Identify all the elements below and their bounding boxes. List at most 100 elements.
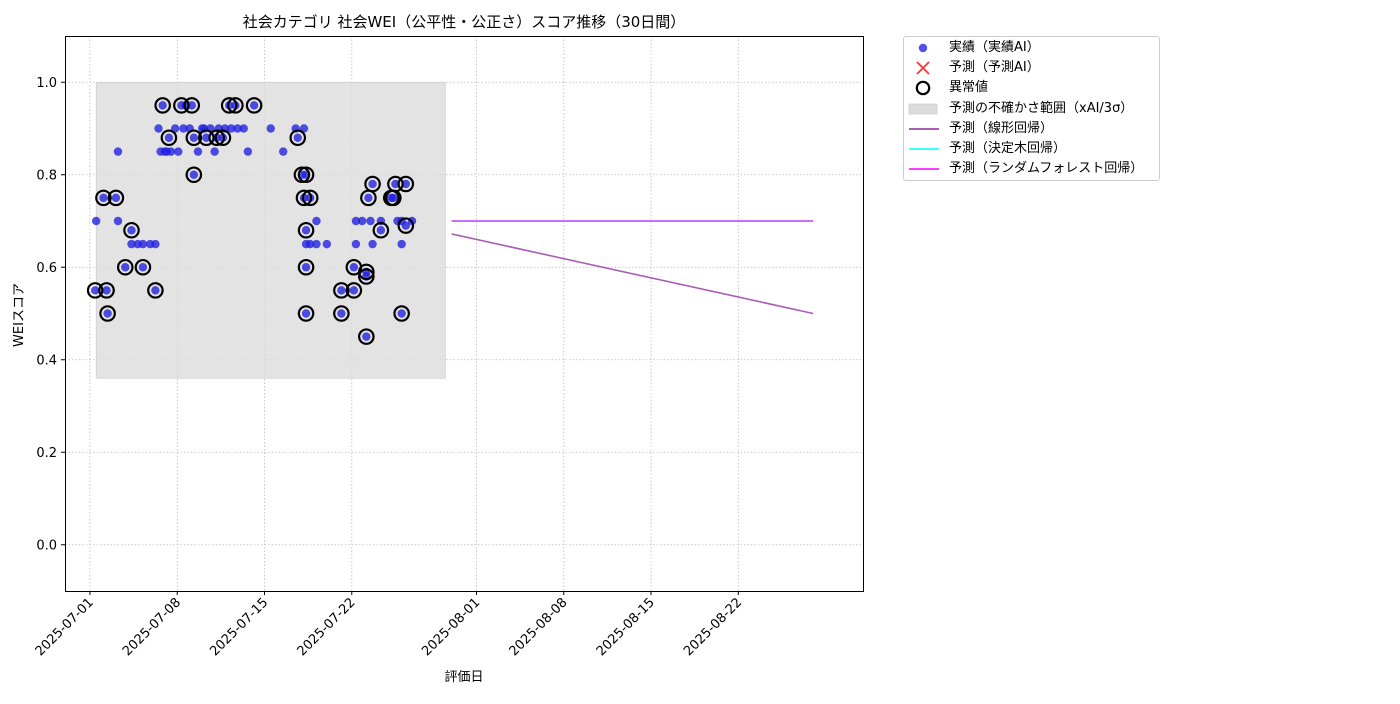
- x-tick-label: 2025-07-08: [120, 595, 184, 659]
- linear-regression-line: [451, 233, 814, 315]
- actual-point: [351, 239, 361, 249]
- actual-point: [202, 133, 211, 142]
- actual-point: [306, 239, 315, 249]
- actual-point: [138, 239, 148, 249]
- actual-point: [189, 170, 199, 179]
- prediction-line-layer: [451, 220, 814, 315]
- legend-item: 予測（予測AI）: [904, 58, 1159, 78]
- legend-swatch: [909, 168, 939, 170]
- actual-point: [243, 147, 253, 156]
- legend-item: 予測の不確かさ範囲（xAI/3σ）: [904, 99, 1159, 119]
- anomaly-ring: [333, 305, 350, 322]
- anomaly-ring: [297, 305, 315, 322]
- x-tick-label: 2025-07-22: [295, 595, 359, 659]
- actual-point: [164, 133, 174, 142]
- actual-point: [349, 286, 359, 295]
- anomaly-ring: [333, 282, 350, 299]
- legend-swatch: [918, 43, 928, 53]
- x-tick-label: 2025-07-01: [33, 595, 97, 659]
- actual-point: [351, 216, 361, 226]
- x-tick-label: 2025-08-01: [419, 595, 483, 659]
- actual-point: [103, 309, 112, 318]
- actual-point: [397, 309, 406, 318]
- anomaly-ring: [123, 221, 140, 239]
- actual-point: [239, 124, 248, 133]
- y-tick-label: 0.8: [36, 168, 57, 183]
- legend-swatch: [908, 103, 938, 115]
- legend: 実績（実績AI） 予測（予測AI） 異常値 予測の不確かさ範囲（xAI/3σ） 予測（線…: [903, 36, 1160, 181]
- legend-label: 異常値: [949, 80, 989, 95]
- anomaly-ring: [160, 129, 178, 147]
- actual-point: [127, 226, 136, 235]
- anomaly-ring: [358, 328, 375, 345]
- actual-point: [121, 263, 130, 272]
- anomaly-ring: [364, 175, 381, 193]
- actual-point: [102, 286, 111, 295]
- actual-point: [99, 193, 108, 203]
- actual-point: [293, 133, 302, 142]
- actual-point: [233, 124, 242, 133]
- x-tick-label: 2025-07-15: [207, 595, 271, 659]
- anomaly-ring: [301, 189, 319, 207]
- actual-point: [401, 179, 411, 189]
- legend-area-marker: [908, 103, 938, 115]
- y-tick-label: 0.2: [36, 446, 57, 461]
- anomaly-ring: [185, 166, 203, 184]
- actual-point: [364, 193, 373, 203]
- anomaly-ring-layer: [86, 97, 415, 345]
- actual-point: [368, 179, 377, 189]
- actual-point: [337, 286, 346, 295]
- anomaly-ring: [99, 305, 116, 322]
- y-tick-label: 0.6: [36, 261, 57, 276]
- y-axis-label: WEIスコア: [12, 283, 27, 347]
- anomaly-ring: [293, 166, 311, 184]
- legend-swatch: [916, 61, 930, 75]
- anomaly-ring: [86, 282, 104, 299]
- x-tick-label: 2025-08-15: [594, 595, 658, 659]
- x-axis-label: 評価日: [444, 670, 483, 685]
- plot-frame: [65, 36, 864, 592]
- actual-point: [179, 124, 188, 133]
- actual-point: [210, 147, 219, 156]
- chart-title: 社会カテゴリ 社会WEI（公平性・公正さ）スコア推移（30日間）: [243, 13, 686, 31]
- legend-swatch: [909, 128, 939, 130]
- legend-x-marker: [916, 61, 930, 75]
- actual-point: [362, 332, 371, 341]
- actual-point: [151, 239, 160, 249]
- anomaly-ring: [297, 258, 315, 276]
- actual-point: [138, 263, 148, 272]
- actual-point: [337, 309, 346, 318]
- legend-dot-marker: [918, 43, 928, 53]
- legend-swatch: [909, 148, 939, 150]
- actual-point: [312, 216, 321, 226]
- anomaly-ring: [220, 97, 238, 114]
- anomaly-ring: [173, 97, 190, 114]
- y-tick-label: 0.0: [36, 538, 57, 553]
- actual-point: [154, 124, 163, 133]
- y-tick-label: 1.0: [36, 76, 57, 91]
- anomaly-ring: [358, 268, 375, 285]
- anomaly-ring: [295, 189, 313, 207]
- actual-point: [389, 193, 398, 203]
- legend-item: 予測（ランダムフォレスト回帰）: [904, 159, 1159, 179]
- anomaly-ring: [208, 129, 226, 147]
- anomaly-ring: [185, 129, 203, 147]
- actual-point: [301, 263, 311, 272]
- actual-point: [174, 147, 183, 156]
- anomaly-ring: [154, 97, 171, 114]
- y-tick-label: 0.4: [36, 353, 57, 368]
- x-tick-label: 2025-08-08: [507, 595, 571, 659]
- legend-label: 予測（線形回帰）: [949, 121, 1054, 136]
- actual-point: [151, 286, 160, 295]
- anomaly-ring: [134, 258, 152, 276]
- anomaly-ring: [387, 175, 404, 193]
- actual-point: [249, 101, 259, 110]
- actual-point: [187, 101, 196, 110]
- actual-point: [322, 239, 332, 249]
- anomaly-ring: [297, 166, 315, 184]
- legend-ring-marker: [915, 80, 931, 96]
- anomaly-ring: [393, 305, 410, 322]
- actual-point: [312, 239, 321, 249]
